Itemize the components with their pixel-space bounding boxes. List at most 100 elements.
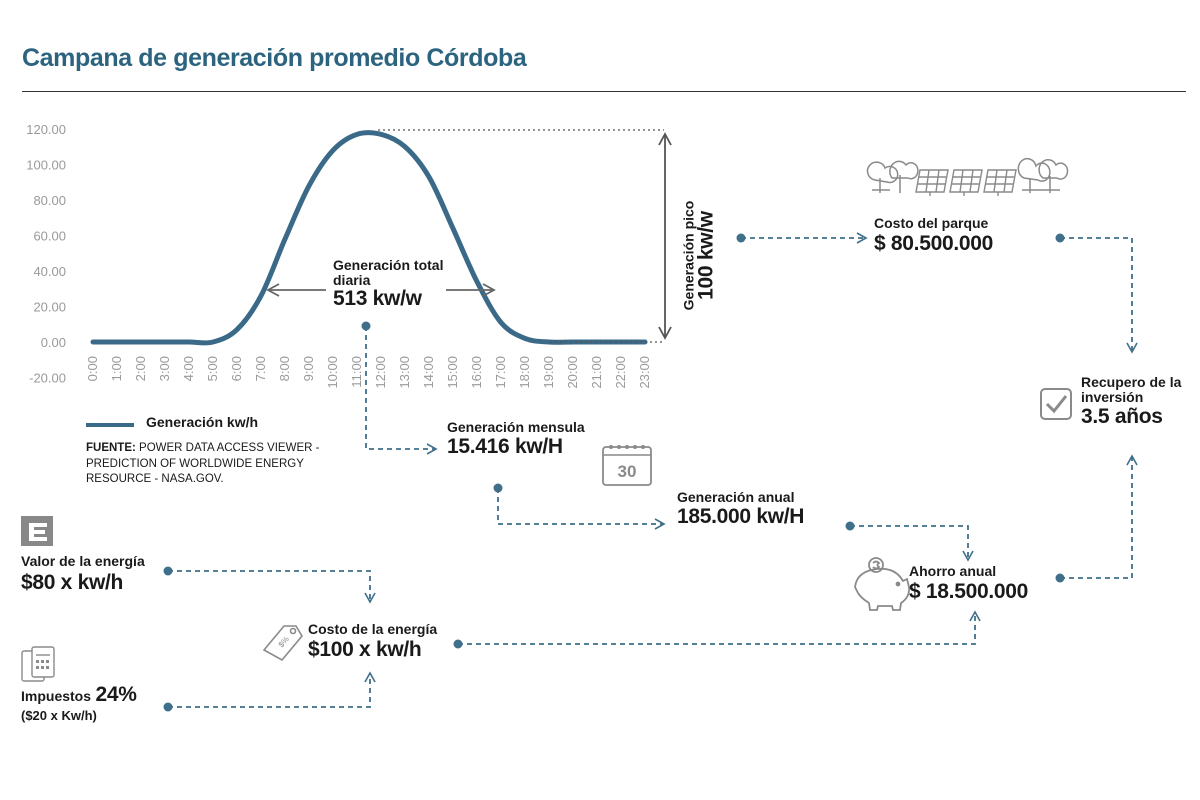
- dot-taxes: [163, 702, 173, 712]
- peak-value: 100 kw/w: [694, 211, 718, 300]
- x-tick-label: 14:00: [421, 356, 436, 389]
- daily-total-label: Generación total diaria: [333, 257, 444, 288]
- source-prefix: FUENTE:: [86, 442, 136, 454]
- taxes-label: Impuestos: [21, 688, 92, 704]
- series-group: [90, 130, 648, 346]
- legend-swatch: [86, 423, 134, 427]
- electricity-e-icon: [21, 516, 53, 546]
- connector-value-to-cost: [168, 570, 376, 604]
- annual-value: 185.000 kw/H: [677, 504, 805, 528]
- taxes-block: Impuestos 24% ($20 x Kw/h): [21, 683, 171, 724]
- x-tick-label: 18:00: [517, 356, 532, 389]
- x-tick-label: 0:00: [85, 356, 100, 381]
- x-tick-label: 20:00: [565, 356, 580, 389]
- taxes-pct: 24%: [95, 683, 137, 706]
- connector-park-to-payback: [1060, 237, 1138, 354]
- monthly-block: Generación mensula 15.416 kw/H: [447, 420, 587, 458]
- tax-document-icon: [21, 646, 55, 682]
- energy-value-label: Valor de la energía: [21, 553, 145, 569]
- x-tick-label: 11:00: [349, 356, 364, 388]
- energy-value-value: $80 x kw/h: [21, 570, 124, 594]
- y-tick-label: 40.00: [33, 264, 66, 279]
- y-tick-label: 20.00: [33, 300, 66, 315]
- x-tick-label: 22:00: [613, 356, 628, 389]
- x-tick-label: 16:00: [469, 356, 484, 389]
- x-tick-label: 21:00: [589, 356, 604, 389]
- dot-park: [1055, 233, 1065, 243]
- x-tick-label: 9:00: [301, 356, 316, 381]
- calendar-icon: 30: [602, 445, 652, 486]
- dot-peak: [736, 233, 746, 243]
- peak-label: Generación pico: [680, 200, 697, 311]
- savings-block: Ahorro anual $ 18.500.000: [909, 564, 1069, 603]
- connector-taxes-to-cost: [168, 671, 376, 708]
- park-cost-value: $ 80.500.000: [874, 231, 994, 255]
- annual-block: Generación anual 185.000 kw/H: [677, 489, 805, 528]
- y-tick-label: 100.00: [26, 158, 66, 173]
- daily-total-value: 513 kw/w: [333, 287, 422, 311]
- payback-label: Recupero de la inversión: [1081, 374, 1182, 405]
- dot-energy-cost: [453, 639, 463, 649]
- energy-cost-block: Costo de la energía $100 x kw/h: [308, 622, 468, 661]
- y-tick-label: -20.00: [29, 371, 66, 386]
- park-cost-block: Costo del parque $ 80.500.000: [874, 216, 1074, 255]
- connector-savings-to-payback: [1060, 454, 1138, 579]
- x-tick-label: 17:00: [493, 356, 508, 389]
- dot-monthly: [493, 483, 503, 493]
- x-tick-label: 8:00: [277, 356, 292, 381]
- monthly-label: Generación mensula: [447, 419, 585, 435]
- x-tick-label: 13:00: [397, 356, 412, 389]
- piggy-bank-icon: [854, 557, 910, 611]
- x-tick-label: 6:00: [229, 356, 244, 381]
- daily-total-block: Generación total diaria 513 kw/w: [333, 258, 453, 310]
- x-tick-label: 1:00: [109, 356, 124, 381]
- payback-value: 3.5 años: [1081, 405, 1163, 429]
- payback-block: Recupero de la inversión 3.5 años: [1081, 375, 1191, 428]
- x-tick-label: 4:00: [181, 356, 196, 381]
- connector-daily-to-monthly: [365, 326, 438, 455]
- park-cost-label: Costo del parque: [874, 215, 989, 231]
- monthly-value: 15.416 kw/H: [447, 434, 563, 458]
- savings-label: Ahorro anual: [909, 563, 997, 579]
- x-tick-label: 5:00: [205, 356, 220, 381]
- source-text: POWER DATA ACCESS VIEWER - PREDICTION OF…: [86, 442, 320, 486]
- x-tick-label: 19:00: [541, 356, 556, 389]
- connector-monthly-to-annual: [497, 488, 666, 530]
- trees-icon: [866, 157, 1069, 193]
- page-title: Campana de generación promedio Córdoba: [22, 44, 527, 72]
- energy-cost-label: Costo de la energía: [308, 621, 438, 637]
- series-line: [90, 130, 648, 346]
- energy-value-block: Valor de la energía $80 x kw/h: [21, 554, 171, 594]
- x-tick-label: 23:00: [637, 356, 652, 389]
- y-tick-label: 80.00: [33, 193, 66, 208]
- price-tag-icon: $%: [262, 625, 303, 662]
- y-axis-ticks: 120.00 100.00 80.00 60.00 40.00 20.00 0.00 -20.…: [26, 122, 66, 386]
- x-tick-label: 12:00: [373, 356, 388, 389]
- x-tick-label: 15:00: [445, 356, 460, 389]
- energy-cost-value: $100 x kw/h: [308, 637, 422, 661]
- dot-annual: [845, 521, 855, 531]
- savings-value: $ 18.500.000: [909, 579, 1029, 603]
- title-divider: [22, 91, 1186, 92]
- dot-energy-value: [163, 566, 173, 576]
- taxes-note: ($20 x Kw/h): [21, 708, 97, 724]
- annual-label: Generación anual: [677, 489, 795, 505]
- price-tag-text: $%: [277, 635, 291, 650]
- peak-block: Generación pico 100 kw/w: [680, 200, 718, 311]
- checkbox-check-icon: [1040, 388, 1072, 420]
- x-tick-label: 2:00: [133, 356, 148, 381]
- y-tick-label: 60.00: [33, 229, 66, 244]
- solar-panel-icon: [915, 169, 1017, 196]
- dot-savings: [1055, 573, 1065, 583]
- x-tick-label: 10:00: [325, 356, 340, 389]
- legend-label: Generación kw/h: [146, 414, 259, 430]
- x-tick-label: 3:00: [157, 356, 172, 381]
- source-note: FUENTE: POWER DATA ACCESS VIEWER - PREDI…: [86, 441, 326, 488]
- connector-cost-to-savings: [458, 610, 981, 645]
- dot-daily: [361, 321, 371, 331]
- x-tick-label: 7:00: [253, 356, 268, 381]
- x-axis-ticks: 0:00 1:00 2:00 3:00 4:00 5:00 6:00 7:00 8:00 9:00…: [85, 356, 652, 389]
- connector-annual-to-savings: [850, 525, 974, 562]
- y-tick-label: 120.00: [26, 122, 66, 137]
